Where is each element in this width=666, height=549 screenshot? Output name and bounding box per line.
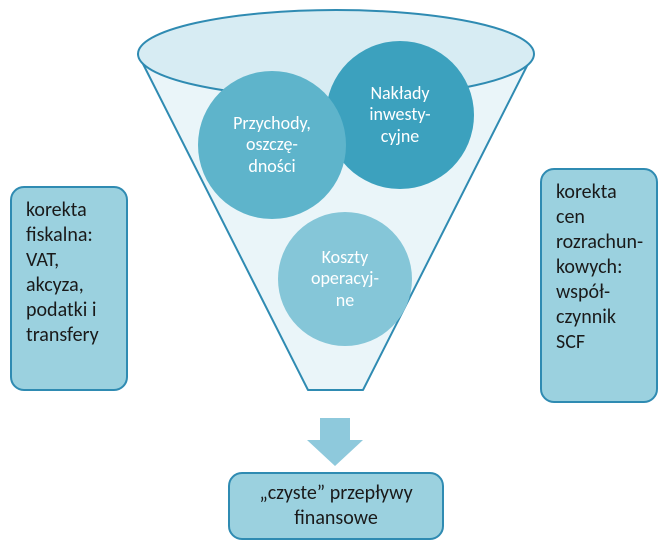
circle-naklady: Nakładyinwesty-cyjne xyxy=(326,41,474,189)
circle-koszty-label: Kosztyoperacyj-ne xyxy=(311,247,379,312)
circle-przychody-label: Przychody,oszczę-dności xyxy=(233,113,311,178)
box-czyste-przeplywy: „czyste” przepływy finansowe xyxy=(228,472,444,540)
circle-przychody: Przychody,oszczę-dności xyxy=(198,71,346,219)
box-korekta-fiskalna-text: korekta fiskalna: VAT, akcyza, podatki i… xyxy=(26,198,112,348)
box-korekta-fiskalna: korekta fiskalna: VAT, akcyza, podatki i… xyxy=(10,186,128,391)
box-korekta-cen-text: korekta cen rozrachun-kowych: współ-czyn… xyxy=(556,180,643,355)
down-arrow-icon xyxy=(307,418,363,466)
box-korekta-cen: korekta cen rozrachun-kowych: współ-czyn… xyxy=(540,168,658,403)
box-czyste-przeplywy-text: „czyste” przepływy finansowe xyxy=(244,481,428,531)
circle-naklady-label: Nakładyinwesty-cyjne xyxy=(369,83,430,148)
circle-koszty: Kosztyoperacyj-ne xyxy=(278,212,412,346)
